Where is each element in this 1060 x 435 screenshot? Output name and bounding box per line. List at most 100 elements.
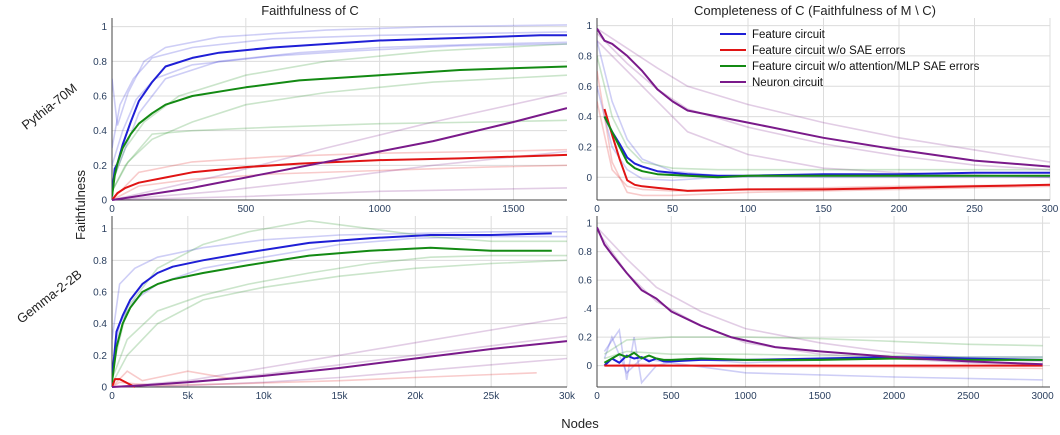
- legend-label-feature: Feature circuit: [752, 29, 826, 41]
- faint-line-noattn: [112, 219, 567, 372]
- x-tick-label: 250: [966, 204, 983, 215]
- faint-line-feature: [112, 24, 567, 126]
- y-tick-label: 0.6: [93, 92, 107, 103]
- x-tick-label: 500: [237, 204, 254, 215]
- faint-line-nosae: [112, 370, 234, 388]
- row-label-gemma: Gemma-2-2B: [14, 267, 85, 327]
- series-line-nosae: [112, 153, 567, 201]
- row-label-pythia: Pythia-70M: [19, 80, 80, 132]
- faint-line-feature: [597, 40, 1050, 179]
- x-tick-label: 5k: [183, 391, 195, 402]
- x-tick-label: 0: [109, 391, 115, 402]
- plot-area: [112, 219, 567, 388]
- series-line-neuron: [597, 227, 1043, 366]
- y-tick-label: 0.8: [578, 247, 592, 258]
- series-line-feature: [112, 232, 552, 380]
- col-title-faithfulness: Faithfulness of C: [261, 3, 359, 18]
- y-tick-label: 0.2: [578, 142, 592, 153]
- legend-label-neuron: Neuron circuit: [752, 77, 824, 89]
- faint-line-nosae: [112, 372, 537, 388]
- faint-line-noattn: [112, 43, 567, 183]
- series-line-neuron: [112, 340, 567, 388]
- faint-line-neuron: [597, 27, 1050, 163]
- faint-line-noattn: [597, 55, 1050, 171]
- y-tick-label: 0.4: [578, 112, 592, 123]
- y-tick-label: .4: [584, 304, 593, 315]
- faint-line-nosae: [112, 164, 567, 201]
- x-tick-label: 10k: [256, 391, 273, 402]
- y-tick-label: 1: [101, 224, 107, 235]
- faint-line-nosae: [597, 101, 1050, 192]
- series-line-feature: [603, 116, 1050, 177]
- x-tick-label: 50: [667, 204, 679, 215]
- faint-line-feature: [112, 231, 567, 340]
- panel-gemma-faithfulness: 0 5k 10k 15k 20k 25k 30k 0 0.2 0.4 0.6 0.8 1: [93, 216, 576, 402]
- series-line-nosae: [603, 108, 1050, 192]
- faint-line-neuron: [597, 32, 1050, 171]
- x-tick-label: 0: [109, 204, 115, 215]
- y-tick-label: 0.8: [93, 57, 107, 68]
- x-tick-label: 200: [891, 204, 908, 215]
- x-tick-label: 1500: [809, 391, 832, 402]
- series-line-noattn: [112, 65, 567, 197]
- faint-line-noattn: [112, 74, 567, 192]
- y-tick-label: 0.6: [578, 276, 592, 287]
- x-tick-label: 2500: [957, 391, 980, 402]
- y-tick-label: 1: [101, 22, 107, 33]
- y-tick-label: 0.2: [93, 351, 107, 362]
- faint-line-neuron: [112, 91, 567, 201]
- x-tick-label: 150: [815, 204, 832, 215]
- x-tick-label: 100: [740, 204, 757, 215]
- x-tick-label: 20k: [407, 391, 424, 402]
- faint-line-noattn: [112, 119, 567, 192]
- faint-line-neuron: [112, 316, 567, 388]
- faint-line-noattn: [603, 336, 1043, 355]
- x-tick-label: 0: [594, 204, 600, 215]
- x-tick-label: 500: [663, 391, 680, 402]
- x-axis-label: Nodes: [561, 416, 599, 431]
- y-tick-label: 0.4: [93, 126, 107, 137]
- faint-line-feature: [112, 43, 567, 166]
- panel-pythia-faithfulness: 0 500 1000 1500 0 0.2 0.4 0.6 0.8 1: [93, 18, 567, 215]
- y-tick-label: 0: [101, 196, 107, 207]
- col-title-completeness: Completeness of C (Faithfulness of M \ C…: [694, 3, 936, 18]
- series-line-noattn: [112, 246, 552, 383]
- plot-area: [597, 226, 1043, 385]
- x-tick-label: 2000: [883, 391, 906, 402]
- y-tick-label: 0: [101, 383, 107, 394]
- x-tick-label: 1000: [369, 204, 392, 215]
- faint-line-neuron: [597, 40, 1050, 179]
- legend: Feature circuit Feature circuit w/o SAE …: [720, 29, 980, 89]
- faint-line-neuron: [112, 150, 567, 201]
- y-tick-label: 0.2: [93, 161, 107, 172]
- y-tick-label: 0.6: [93, 288, 107, 299]
- y-tick-label: 1: [586, 21, 592, 32]
- faint-line-neuron: [112, 187, 567, 201]
- y-tick-label: 0.4: [93, 319, 107, 330]
- series-line-neuron: [597, 28, 1050, 168]
- faint-line-feature: [603, 334, 1043, 381]
- x-tick-label: 1500: [502, 204, 525, 215]
- x-tick-label: 0: [594, 391, 600, 402]
- legend-label-noattn: Feature circuit w/o attention/MLP SAE er…: [752, 61, 980, 73]
- x-tick-label: 1000: [734, 391, 757, 402]
- faint-line-neuron: [597, 229, 1043, 367]
- y-tick-label: 0.6: [578, 82, 592, 93]
- faint-line-noattn: [112, 259, 567, 385]
- x-tick-label: 25k: [483, 391, 500, 402]
- x-tick-label: 30k: [559, 391, 576, 402]
- plot-area: [112, 24, 567, 201]
- faint-line-nosae: [597, 70, 1050, 197]
- faint-line-feature: [112, 31, 567, 149]
- series-line-nosae: [112, 378, 136, 388]
- series-line-noattn: [603, 116, 1050, 179]
- x-tick-label: 3000: [1031, 391, 1054, 402]
- panel-gemma-completeness: 0 500 1000 1500 2000 2500 3000 0 0.2 .4 0.6 0.8 1: [578, 216, 1054, 402]
- series-line-neuron: [112, 107, 567, 201]
- faint-line-neuron: [597, 226, 1043, 363]
- x-tick-label: 15k: [331, 391, 348, 402]
- x-tick-label: 300: [1042, 204, 1059, 215]
- faint-line-neuron: [112, 357, 567, 388]
- plot-area: [597, 27, 1050, 197]
